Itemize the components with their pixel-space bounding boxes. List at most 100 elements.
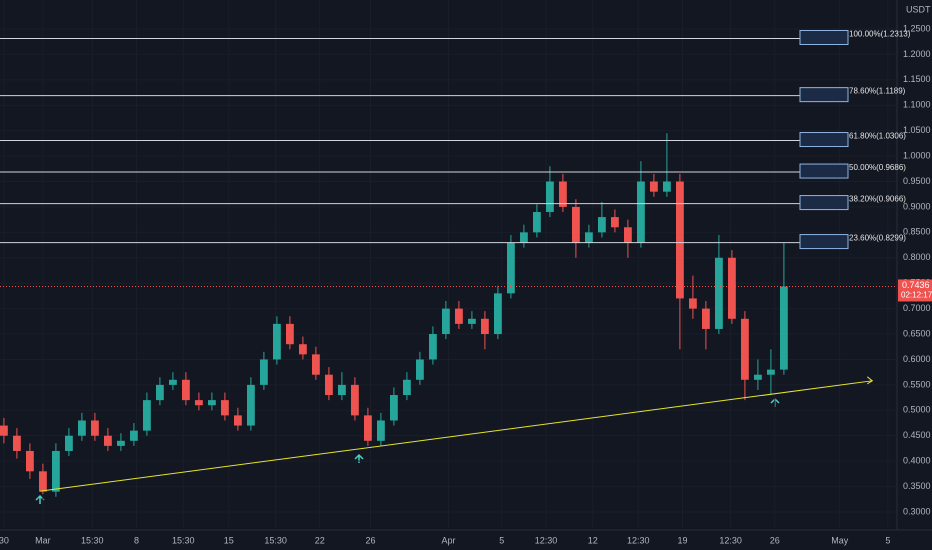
candle-body	[429, 334, 437, 360]
candle-body	[767, 369, 775, 375]
countdown-label: 02:12:17	[901, 291, 932, 300]
candle-body	[728, 257, 736, 319]
candle-body	[260, 359, 268, 385]
y-tick-label: 0.8500	[903, 227, 931, 237]
x-tick-label: Mar	[35, 535, 51, 545]
candle-body	[624, 227, 632, 243]
candle-body	[780, 286, 788, 370]
candle-body	[247, 384, 255, 426]
x-tick-label: 15:30	[81, 535, 104, 545]
x-tick-label: 15	[224, 535, 234, 545]
fib-box	[799, 132, 849, 148]
y-tick-label: 0.3500	[903, 481, 931, 491]
y-tick-label: 0.7000	[903, 303, 931, 313]
y-tick-label: 0.8000	[903, 252, 931, 262]
candle-body	[13, 435, 21, 451]
y-tick-label: 0.4500	[903, 430, 931, 440]
x-tick-label: 5	[499, 535, 504, 545]
candle-body	[715, 257, 723, 329]
y-tick-label: 0.3000	[903, 506, 931, 516]
fib-box	[799, 29, 849, 45]
candle-body	[0, 425, 8, 436]
candle-body	[572, 206, 580, 243]
candle-body	[455, 308, 463, 324]
y-tick-label: 1.2000	[903, 49, 931, 59]
candle-body	[689, 298, 697, 309]
fib-box	[799, 87, 849, 103]
candle-body	[611, 217, 619, 228]
x-tick-label: 30	[0, 535, 9, 545]
y-tick-label: 0.4000	[903, 456, 931, 466]
fib-label: 50.00%(0.9686)	[849, 163, 906, 172]
candle-body	[26, 450, 34, 472]
last-price-box	[898, 279, 932, 302]
candle-body	[78, 420, 86, 436]
y-tick-label: 1.1500	[903, 74, 931, 84]
candle-body	[325, 374, 333, 396]
x-tick-label: 26	[365, 535, 375, 545]
candle-body	[494, 293, 502, 335]
candle-body	[481, 318, 489, 335]
x-tick-label: 12:30	[719, 535, 742, 545]
x-tick-label: 12:30	[627, 535, 650, 545]
x-tick-label: 22	[315, 535, 325, 545]
candle-body	[117, 440, 125, 446]
x-tick-label: 12:30	[535, 535, 558, 545]
fib-box	[799, 195, 849, 211]
candle-body	[598, 217, 606, 233]
x-tick-label: 8	[134, 535, 139, 545]
candle-body	[585, 232, 593, 243]
x-tick-label: 12	[588, 535, 598, 545]
y-tick-label: 0.6000	[903, 354, 931, 364]
y-tick-label: 0.5500	[903, 379, 931, 389]
y-tick-label: 1.0000	[903, 150, 931, 160]
candle-body	[702, 308, 710, 329]
last-price-label: 0.7436	[902, 280, 930, 290]
candle-body	[299, 344, 307, 355]
fib-label: 23.60%(0.8299)	[849, 234, 906, 243]
candle-body	[52, 450, 60, 492]
y-tick-label: 0.9500	[903, 176, 931, 186]
x-tick-label: 26	[770, 535, 780, 545]
candle-body	[754, 374, 762, 380]
x-tick-label: 5	[885, 535, 890, 545]
x-tick-label: May	[831, 535, 849, 545]
candle-body	[169, 379, 177, 385]
candle-body	[156, 384, 164, 401]
arrow	[354, 453, 364, 463]
candle-body	[442, 308, 450, 335]
candle-body	[286, 323, 294, 345]
candle-body	[403, 379, 411, 396]
fib-label: 100.00%(1.2313)	[849, 30, 911, 39]
x-tick-label: 15:30	[264, 535, 287, 545]
candle-body	[312, 354, 320, 375]
x-tick-label: 15:30	[172, 535, 195, 545]
candle-body	[364, 415, 372, 441]
currency-label: USDT	[906, 4, 931, 14]
candle-body	[182, 379, 190, 401]
candle-body	[468, 318, 476, 324]
candle-body	[676, 181, 684, 299]
candle-body	[663, 181, 671, 192]
candle-body	[533, 212, 541, 233]
candle-body	[351, 384, 359, 416]
candle-body	[234, 415, 242, 426]
candle-body	[65, 435, 73, 451]
trendline	[40, 380, 873, 492]
candle-body	[104, 435, 112, 446]
trendline-arrow	[866, 376, 874, 385]
candle-body	[390, 395, 398, 421]
candle-body	[650, 181, 658, 192]
candle-body	[507, 242, 515, 294]
y-tick-label: 0.9000	[903, 201, 931, 211]
y-tick-label: 1.2500	[903, 23, 931, 33]
candle-body	[273, 323, 281, 360]
candle-body	[637, 181, 645, 243]
candle-body	[559, 181, 567, 207]
candle-body	[195, 400, 203, 406]
candle-body	[91, 420, 99, 436]
x-tick-label: 19	[677, 535, 687, 545]
y-tick-label: 0.6500	[903, 328, 931, 338]
